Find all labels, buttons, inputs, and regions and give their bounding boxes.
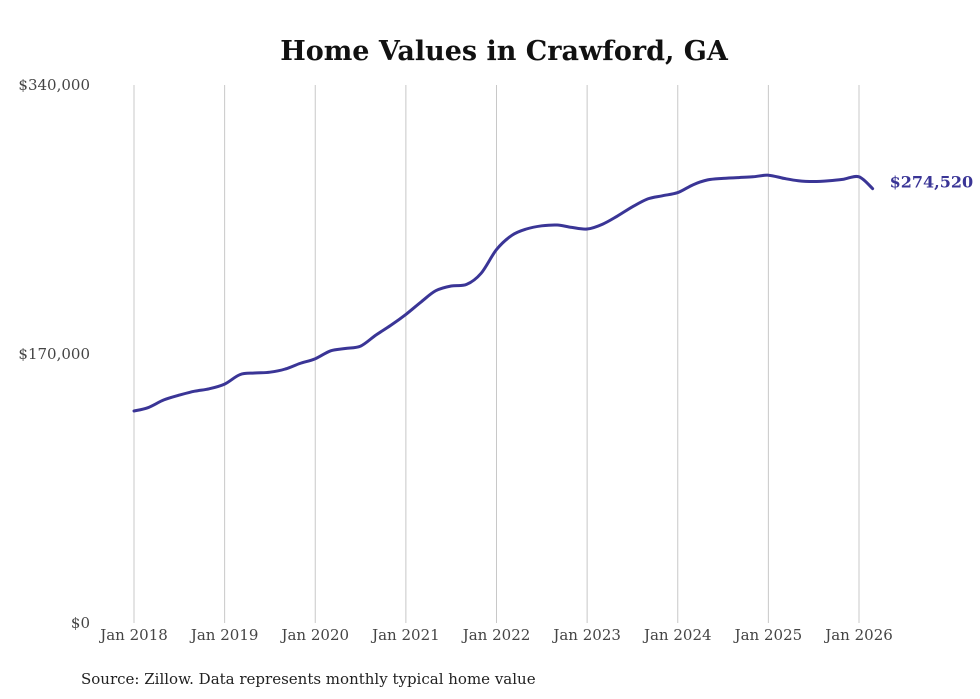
- x-tick-label: Jan 2025: [733, 626, 803, 644]
- x-tick-label: Jan 2022: [461, 626, 531, 644]
- x-tick-label: Jan 2018: [98, 626, 168, 644]
- y-tick-label: $340,000: [18, 76, 90, 94]
- series-line: [132, 173, 875, 413]
- x-tick-label: Jan 2019: [189, 626, 259, 644]
- y-tick-label: $0: [71, 614, 90, 632]
- source-note: Source: Zillow. Data represents monthly …: [81, 670, 536, 688]
- x-tick-label: Jan 2023: [551, 626, 621, 644]
- x-tick-label: Jan 2021: [370, 626, 440, 644]
- gridlines: [133, 85, 860, 623]
- chart-title: Home Values in Crawford, GA: [280, 36, 729, 67]
- y-tick-label: $170,000: [18, 345, 90, 363]
- x-tick-label: Jan 2020: [279, 626, 349, 644]
- series-layer: $274,520: [132, 173, 974, 413]
- x-tick-label: Jan 2026: [823, 626, 893, 644]
- x-tick-label: Jan 2024: [642, 626, 712, 644]
- y-axis-ticks: $0 $170,000 $340,000: [18, 76, 90, 632]
- end-value-label: $274,520: [890, 173, 974, 192]
- x-axis-ticks: Jan 2018 Jan 2019 Jan 2020 Jan 2021 Jan 2022…: [98, 626, 893, 644]
